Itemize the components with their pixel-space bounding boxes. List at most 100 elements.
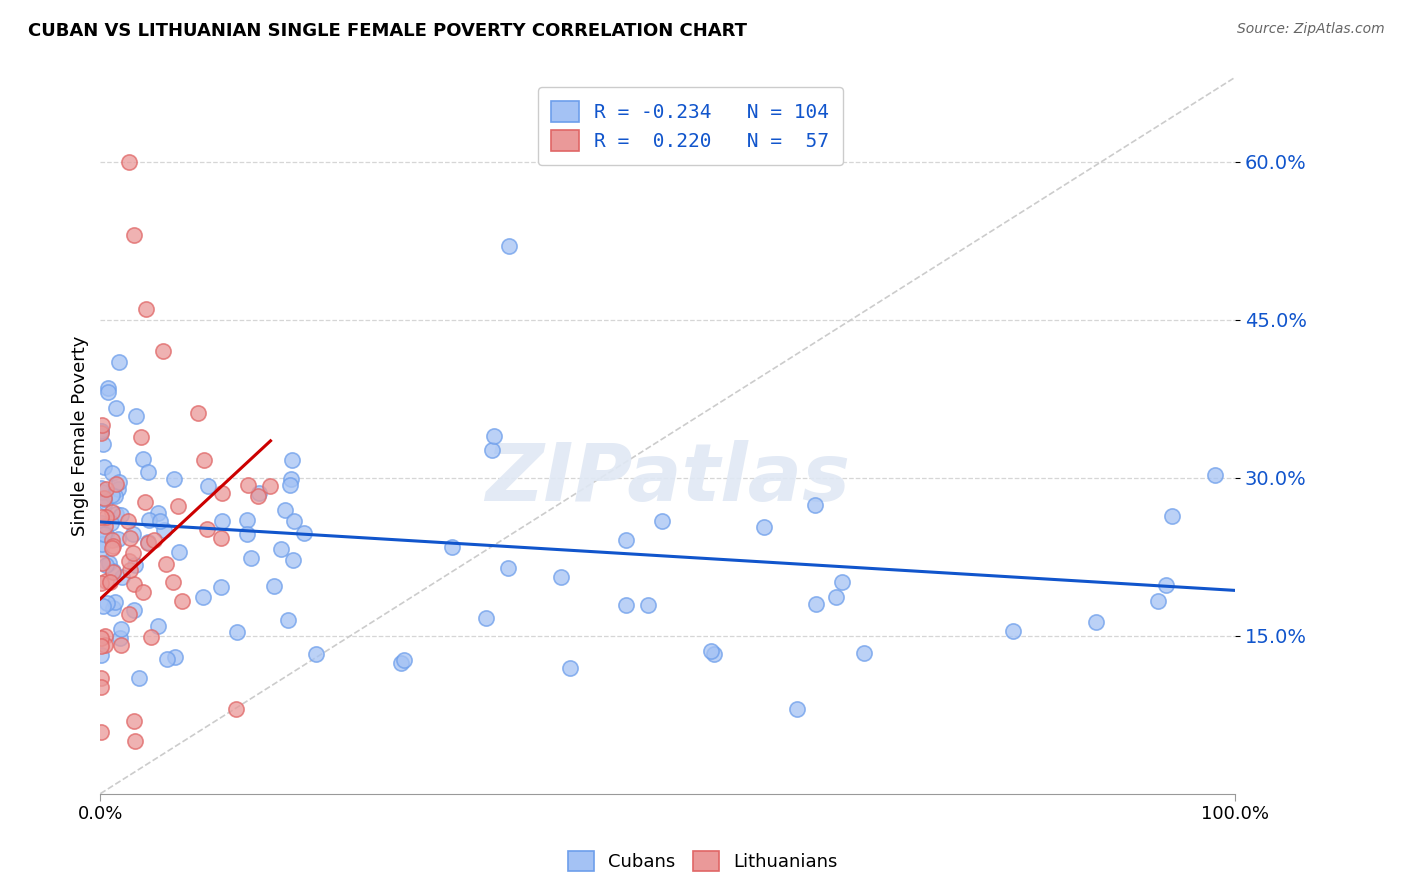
Point xyxy=(153,523,176,537)
Point xyxy=(651,514,673,528)
Point xyxy=(236,477,259,491)
Point xyxy=(97,385,120,400)
Point xyxy=(831,574,853,589)
Point xyxy=(90,671,112,685)
Point xyxy=(90,725,112,739)
Point xyxy=(482,429,505,443)
Point xyxy=(90,680,112,694)
Point xyxy=(211,514,233,528)
Point xyxy=(93,491,115,506)
Point xyxy=(104,595,127,609)
Point xyxy=(90,417,112,432)
Point xyxy=(136,465,159,479)
Point xyxy=(152,344,174,359)
Point xyxy=(700,644,723,658)
Point xyxy=(139,631,162,645)
Point xyxy=(93,495,115,509)
Point xyxy=(107,533,129,547)
Point xyxy=(637,598,659,612)
Point xyxy=(118,554,141,568)
Point xyxy=(550,570,572,584)
Point xyxy=(247,485,270,500)
Point xyxy=(752,520,775,534)
Point xyxy=(110,622,132,636)
Point xyxy=(111,569,134,583)
Point xyxy=(128,671,150,685)
Legend: R = -0.234   N = 104, R =  0.220   N =  57: R = -0.234 N = 104, R = 0.220 N = 57 xyxy=(538,87,842,164)
Point xyxy=(118,154,141,169)
Point xyxy=(143,533,166,548)
Point xyxy=(259,479,281,493)
Point xyxy=(132,452,155,467)
Point xyxy=(93,527,115,541)
Point xyxy=(292,525,315,540)
Point xyxy=(124,558,146,572)
Point xyxy=(94,519,117,533)
Point xyxy=(101,488,124,502)
Point xyxy=(825,590,848,604)
Point xyxy=(90,541,112,556)
Point xyxy=(93,491,115,505)
Point xyxy=(124,734,146,748)
Point xyxy=(122,527,145,541)
Point xyxy=(90,481,112,495)
Point xyxy=(103,564,125,578)
Point xyxy=(163,472,186,486)
Text: Source: ZipAtlas.com: Source: ZipAtlas.com xyxy=(1237,22,1385,37)
Point xyxy=(97,381,120,395)
Text: CUBAN VS LITHUANIAN SINGLE FEMALE POVERTY CORRELATION CHART: CUBAN VS LITHUANIAN SINGLE FEMALE POVERT… xyxy=(28,22,747,40)
Point xyxy=(104,489,127,503)
Point xyxy=(101,466,124,480)
Point xyxy=(96,526,118,541)
Point xyxy=(110,638,132,652)
Point xyxy=(101,565,124,579)
Point xyxy=(104,401,127,416)
Point xyxy=(225,702,247,716)
Point xyxy=(100,516,122,530)
Point xyxy=(118,531,141,545)
Point xyxy=(614,533,637,548)
Point xyxy=(283,514,305,528)
Point xyxy=(90,516,112,530)
Point xyxy=(166,499,188,513)
Point xyxy=(277,613,299,627)
Point xyxy=(96,558,118,573)
Point xyxy=(94,638,117,652)
Point xyxy=(236,513,259,527)
Point xyxy=(91,599,114,613)
Point xyxy=(441,540,464,554)
Point xyxy=(703,647,725,661)
Text: ZIPatlas: ZIPatlas xyxy=(485,440,851,517)
Point xyxy=(105,507,128,521)
Point xyxy=(1161,508,1184,523)
Point xyxy=(108,475,131,490)
Point xyxy=(94,510,117,524)
Point xyxy=(806,597,828,611)
Point xyxy=(209,580,232,594)
Point xyxy=(124,714,146,728)
Point xyxy=(90,426,112,441)
Point xyxy=(163,650,186,665)
Legend: Cubans, Lithuanians: Cubans, Lithuanians xyxy=(561,844,845,879)
Point xyxy=(156,652,179,666)
Point xyxy=(136,536,159,550)
Point xyxy=(481,443,503,458)
Point xyxy=(236,526,259,541)
Point xyxy=(146,506,169,520)
Point xyxy=(101,601,124,615)
Point xyxy=(852,646,875,660)
Point xyxy=(96,596,118,610)
Point xyxy=(211,486,233,500)
Point xyxy=(278,478,301,492)
Point xyxy=(90,537,112,551)
Point xyxy=(191,590,214,604)
Point xyxy=(101,505,124,519)
Point xyxy=(1001,624,1024,638)
Point xyxy=(90,424,112,438)
Point xyxy=(90,640,112,654)
Point xyxy=(1204,467,1226,482)
Point xyxy=(162,574,184,589)
Point xyxy=(93,437,115,451)
Point xyxy=(273,503,295,517)
Point xyxy=(93,459,115,474)
